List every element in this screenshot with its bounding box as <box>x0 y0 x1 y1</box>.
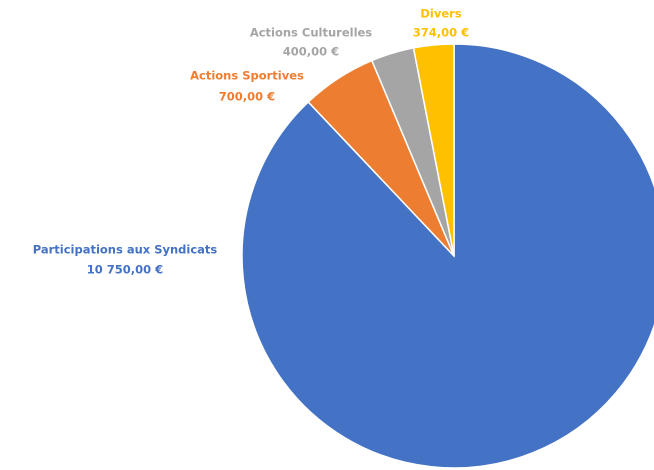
slice-value-label: 400,00 € <box>283 45 339 59</box>
slice-label: Participations aux Syndicats <box>33 243 218 257</box>
pie-slice <box>241 43 654 469</box>
slice-value-label: 10 750,00 € <box>87 263 163 277</box>
slice-label: Actions Sportives <box>190 69 304 83</box>
slice-value-label: 374,00 € <box>413 26 469 40</box>
slice-value-label: 700,00 € <box>219 90 275 104</box>
pie-slice <box>412 43 455 257</box>
slice-label: Actions Culturelles <box>250 26 372 40</box>
slice-label: Divers <box>420 7 461 21</box>
